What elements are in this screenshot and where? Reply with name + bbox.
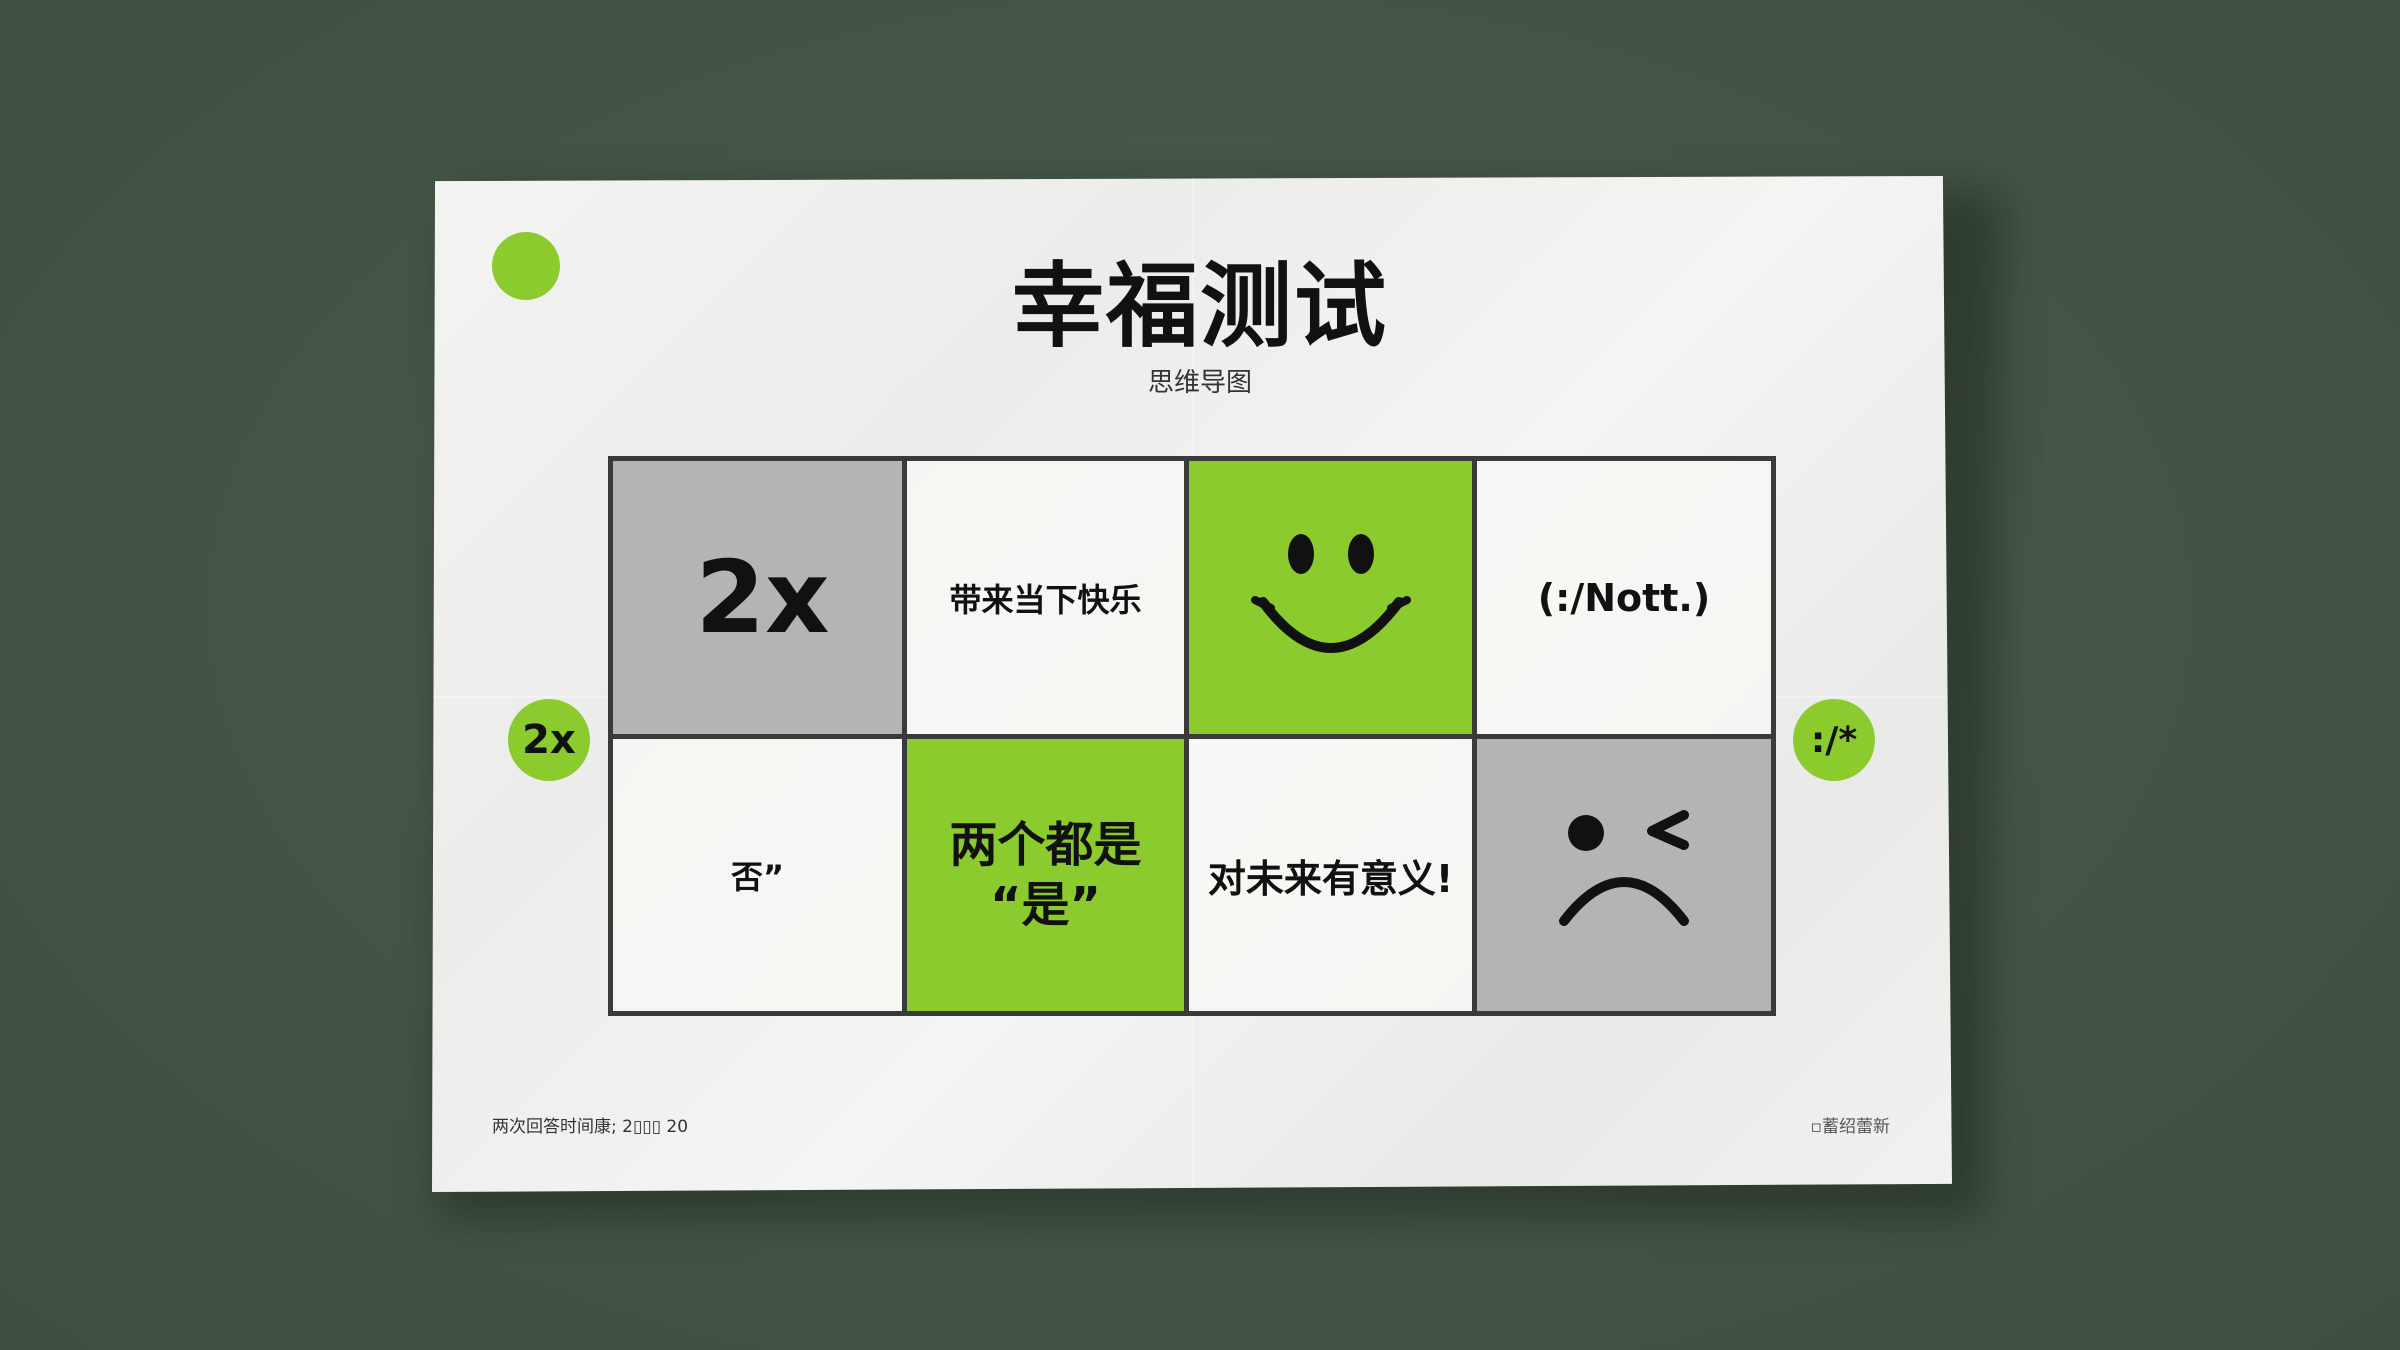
footer-brand-label: ▫蓄绍蕾新 [1810, 1117, 1890, 1137]
grid-cell-no: 否” [613, 739, 907, 1011]
decorative-green-dot [492, 232, 560, 300]
cell-label-both-yes: 两个都是 “是” [949, 817, 1142, 933]
cell-label-present-joy: 带来当下快乐 [949, 580, 1142, 619]
frown-wink-face-icon [1534, 803, 1714, 947]
cell-label-future-meaning: 对未来有意义! [1207, 856, 1454, 901]
footer-left-text: 两次回答时间康; 2▯▯▯ 20 [492, 1117, 689, 1137]
footer-right-text: ▫蓄绍蕾新 [1810, 1112, 1890, 1137]
cell-label-2x: 2x [695, 539, 830, 656]
grid-cell-present-joy: 带来当下快乐 [907, 461, 1189, 739]
grid-cell-frown [1477, 739, 1771, 1011]
cell-label-not: (:/Nott.) [1537, 575, 1711, 620]
smiley-face-icon [1231, 516, 1431, 680]
side-badge-right: :/* [1793, 699, 1875, 781]
grid-cell-2x: 2x [613, 461, 907, 739]
grid-cell-both-yes: 两个都是 “是” [907, 739, 1189, 1011]
grid-cell-not: (:/Nott.) [1477, 461, 1771, 739]
page-title: 幸福测试 [1011, 253, 1388, 360]
side-badge-left: 2x [508, 699, 590, 781]
grid-cell-future-meaning: 对未来有意义! [1189, 739, 1477, 1011]
test-grid: 2x 带来当下快乐 (:/Nott.) 否” 两个都是 “是” 对未来有意义! [608, 456, 1776, 1016]
grid-cell-smiley [1189, 461, 1477, 739]
page-subtitle: 思维导图 [1147, 368, 1252, 398]
cell-label-no: 否” [730, 858, 785, 896]
